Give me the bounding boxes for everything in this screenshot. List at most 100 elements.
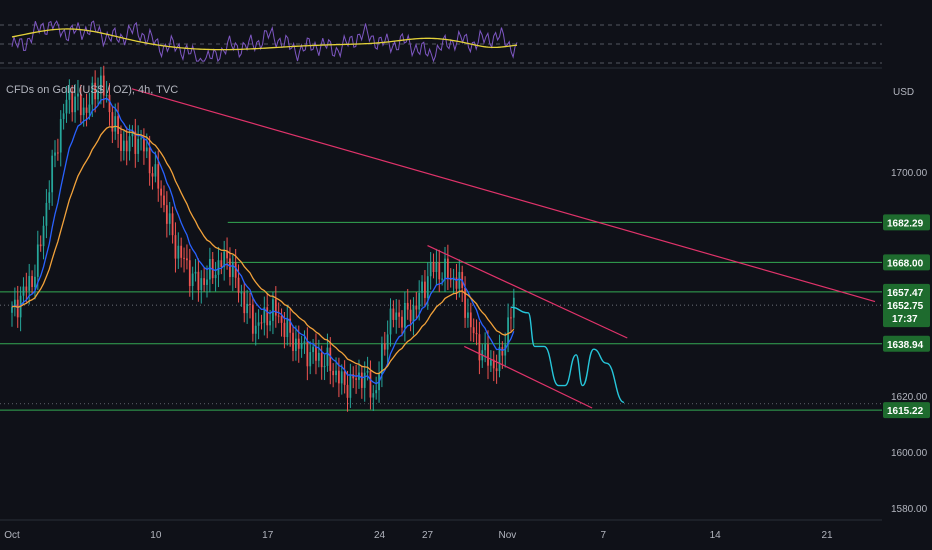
candle-body <box>254 325 257 334</box>
projection-path <box>510 306 625 404</box>
candle-body <box>200 278 203 291</box>
candle-body <box>42 225 45 247</box>
candle-body <box>171 213 174 236</box>
price-pane <box>0 65 882 412</box>
candle-body <box>88 104 91 113</box>
rsi-ma-line <box>11 28 518 51</box>
candle-body <box>194 271 197 274</box>
candle-body <box>237 277 240 293</box>
candle-body <box>74 96 76 113</box>
candle-body <box>375 390 378 394</box>
candle-body <box>355 378 357 380</box>
candle-body <box>151 173 154 177</box>
candle-body <box>501 347 504 356</box>
candle-body <box>438 262 441 280</box>
candle-body <box>177 245 180 259</box>
candle-body <box>174 235 177 259</box>
candle-body <box>435 262 438 273</box>
ema-slow-line <box>11 125 515 375</box>
candle-body <box>504 344 507 356</box>
candle-body <box>97 91 99 100</box>
candle-body <box>226 251 228 259</box>
candle-body <box>148 147 151 174</box>
level-tag-2 <box>883 283 930 300</box>
candle-body <box>398 312 401 317</box>
candle-body <box>140 138 142 140</box>
level-tag-0 <box>883 214 930 231</box>
candle-body <box>82 107 85 116</box>
candle-body <box>246 303 249 314</box>
candle-body <box>274 299 277 316</box>
candle-body <box>28 276 31 291</box>
candle-body <box>286 318 289 338</box>
candle-body <box>211 258 214 279</box>
candle-body <box>349 374 352 398</box>
candle-body <box>492 359 495 369</box>
candle-body <box>272 299 274 321</box>
candle-body <box>510 317 512 319</box>
trendline-long-downtrend <box>131 88 876 303</box>
price-tick-label: 1620.00 <box>891 392 928 403</box>
candle-body <box>360 372 363 388</box>
time-axis[interactable]: Oct 10 17 24 27 Nov 7 14 21 <box>0 519 882 541</box>
candle-body <box>223 251 226 267</box>
candle-body <box>363 372 366 388</box>
candle-body <box>464 287 466 318</box>
candle-body <box>487 344 489 366</box>
candle-body <box>25 286 28 291</box>
candle-body <box>85 107 88 113</box>
current-price-label: 1652.75 <box>887 301 924 312</box>
candle-body <box>168 213 171 224</box>
candle-body <box>122 140 125 151</box>
candle-body <box>137 138 140 154</box>
candle-body <box>395 312 398 320</box>
candle-body <box>188 260 191 287</box>
candle-body <box>335 370 337 376</box>
candle-body <box>415 305 418 310</box>
candle-body <box>11 306 13 313</box>
candle-body <box>111 112 114 132</box>
candle-body <box>320 352 323 368</box>
candle-body <box>59 119 62 153</box>
candle-body <box>315 346 317 361</box>
candle-body <box>231 262 234 278</box>
candle-body <box>183 257 185 259</box>
candle-body <box>114 116 117 132</box>
candle-body <box>186 258 188 261</box>
candle-body <box>263 307 266 323</box>
candle-body <box>214 274 217 279</box>
candle-body <box>332 370 335 376</box>
candle-body <box>406 302 409 310</box>
candle-body <box>39 244 42 247</box>
time-tick-label: 7 <box>601 530 607 541</box>
level-tag-label-0: 1682.29 <box>887 218 924 229</box>
level-tag-label-2: 1657.47 <box>887 288 924 299</box>
candle-body <box>163 195 165 206</box>
candle-body <box>329 347 332 371</box>
candle-body <box>498 347 501 372</box>
candle-body <box>145 147 148 152</box>
candle-body <box>507 317 509 345</box>
price-tick-label: 1580.00 <box>891 504 928 515</box>
price-tick-label: 1700.00 <box>891 168 928 179</box>
candle-body <box>68 91 71 100</box>
candle-body <box>277 315 280 317</box>
candle-body <box>36 244 39 277</box>
candle-body <box>338 370 340 384</box>
candle-body <box>372 393 375 398</box>
price-axis[interactable]: USD 1700.00 1620.00 1600.00 1580.00 1682.29 16… <box>882 0 932 550</box>
candle-body <box>220 260 223 267</box>
symbol-title[interactable]: CFDs on Gold (US$ / OZ), 4h, TVC <box>6 84 179 96</box>
candle-body <box>45 202 48 226</box>
candle-body <box>197 271 200 291</box>
candle-body <box>125 140 128 152</box>
candle-body <box>369 370 372 398</box>
candle-body <box>128 136 131 152</box>
candle-body <box>401 316 403 328</box>
candle-body <box>366 370 369 373</box>
candle-body <box>432 262 435 273</box>
candle-body <box>340 371 343 384</box>
candle-body <box>157 164 160 189</box>
candle-body <box>266 307 269 326</box>
